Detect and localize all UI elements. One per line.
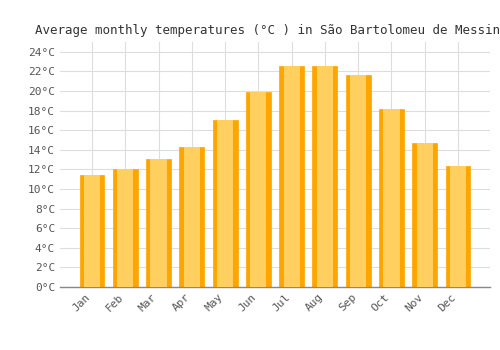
Bar	[446, 167, 470, 287]
Bar	[416, 143, 433, 287]
Bar	[350, 75, 366, 287]
Bar	[246, 92, 271, 287]
Bar	[150, 159, 166, 287]
Bar	[317, 66, 333, 287]
Bar	[113, 169, 138, 287]
Bar	[146, 159, 171, 287]
Bar	[450, 167, 466, 287]
Bar	[346, 75, 370, 287]
Bar	[180, 147, 204, 287]
Bar	[279, 66, 304, 287]
Bar	[412, 143, 437, 287]
Bar	[217, 120, 233, 287]
Bar	[384, 108, 400, 287]
Bar	[379, 108, 404, 287]
Bar	[312, 66, 338, 287]
Bar	[284, 66, 300, 287]
Bar	[184, 147, 200, 287]
Bar	[84, 175, 100, 287]
Title: Average monthly temperatures (°C ) in São Bartolomeu de Messines: Average monthly temperatures (°C ) in Sã…	[35, 24, 500, 37]
Bar	[250, 92, 266, 287]
Bar	[117, 169, 134, 287]
Bar	[80, 175, 104, 287]
Bar	[212, 120, 238, 287]
